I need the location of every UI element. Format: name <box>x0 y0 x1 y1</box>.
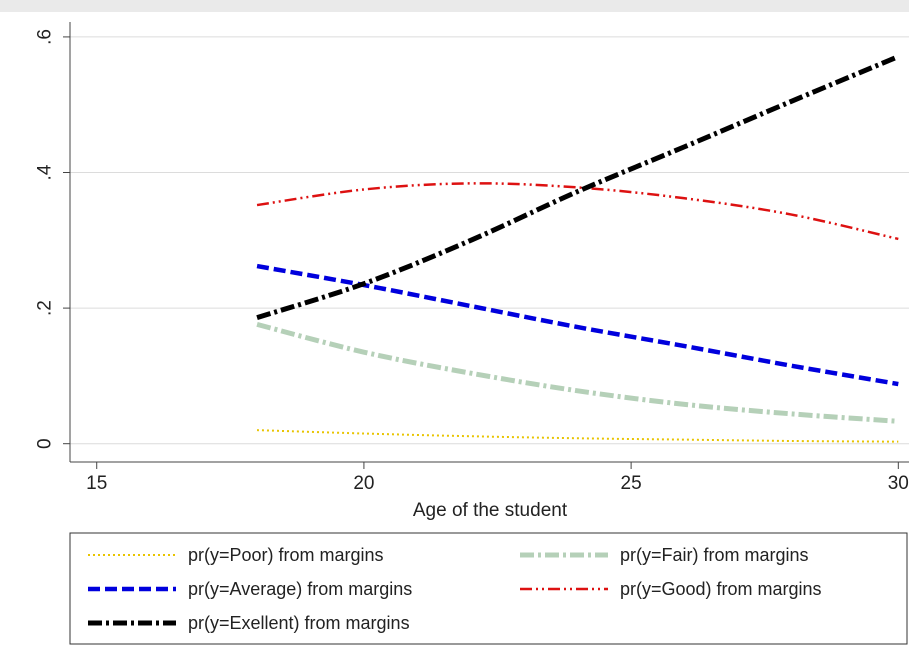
x-axis-title: Age of the student <box>413 500 568 521</box>
legend-label-5: pr(y=Exellent) from margins <box>188 613 410 633</box>
x-tick-label: 15 <box>86 473 107 494</box>
y-tick-label: .2 <box>35 300 56 316</box>
series-line-4 <box>256 182 899 241</box>
legend-label-1: pr(y=Poor) from margins <box>188 545 384 565</box>
series-line-2 <box>256 321 899 424</box>
gridlines <box>70 36 909 445</box>
legend-box <box>69 532 908 645</box>
y-axis-ticks: 0 .2 .4 .6 <box>35 29 70 449</box>
y-tick-label: 0 <box>35 438 56 449</box>
series-line-5 <box>256 54 900 320</box>
plot-area <box>69 22 909 463</box>
x-tick-label: 20 <box>353 473 374 494</box>
x-tick-label: 30 <box>888 473 909 494</box>
legend-label-3: pr(y=Average) from margins <box>188 579 412 599</box>
top-band <box>0 0 909 12</box>
series-layer <box>256 54 900 443</box>
legend: pr(y=Poor) from margins pr(y=Fair) from m… <box>69 532 908 645</box>
x-tick-label: 25 <box>621 473 642 494</box>
legend-label-2: pr(y=Fair) from margins <box>620 545 809 565</box>
plot-background <box>70 22 909 462</box>
y-tick-label: .4 <box>35 164 56 180</box>
series-line-1 <box>257 429 899 443</box>
y-tick-label: .6 <box>35 29 56 45</box>
x-axis-ticks: 15 20 25 30 <box>86 462 909 494</box>
legend-label-4: pr(y=Good) from margins <box>620 579 822 599</box>
